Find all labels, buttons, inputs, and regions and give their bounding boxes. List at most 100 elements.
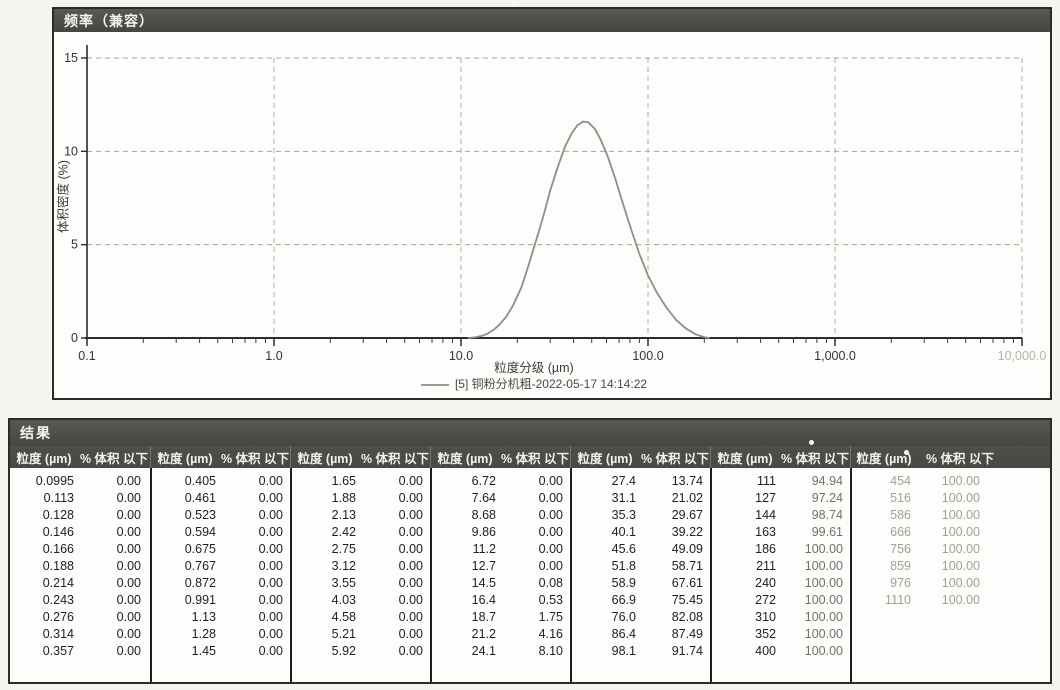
axes [85,45,1022,339]
table-row: 1.65 0.00 [292,473,430,490]
pct-cell: 0.00 [116,576,141,590]
size-cell: 1.45 [191,644,216,658]
legend-label: [5] 铜粉分机粗-2022-05-17 14:14:22 [454,377,648,391]
pct-col-header: % 体积 以下 [79,451,149,466]
size-cell: 66.9 [611,593,636,607]
table-row: 12.7 0.00 [432,558,570,575]
table-column-headers: 粒度 (µm)% 体积 以下 粒度 (µm)% 体积 以下 粒度 (µm)% 体积 … [10,446,1050,468]
size-cell: 2.75 [331,542,356,556]
pct-col-header: % 体积 以下 [360,451,430,466]
table-row: 0.357 0.00 [10,643,150,660]
size-cell: 11.2 [472,542,496,556]
table-row: 31.1 21.02 [572,490,710,507]
pct-cell: 0.00 [258,593,283,607]
table-row: 1110 100.00 [852,592,1050,609]
pct-cell: 0.00 [116,508,141,522]
svg-text:1.0: 1.0 [265,349,282,363]
table-row: 272 100.00 [712,592,850,609]
size-cell: 7.64 [471,491,496,505]
size-cell: 111 [756,474,776,488]
size-cell: 86.4 [611,627,636,641]
size-col-header: 粒度 (µm) [157,451,213,466]
size-cell: 756 [890,542,911,556]
pct-cell: 100.00 [941,542,980,556]
size-cell: 5.21 [331,627,356,641]
table-row: 3.12 0.00 [292,558,430,575]
pct-cell: 21.02 [671,491,703,505]
x-axis-label: 粒度分级 (µm) [494,361,574,375]
table-column-group: 27.4 13.74 31.1 21.02 35.3 29.67 40.1 39.22 45.6… [570,468,710,682]
table-row: 0.276 0.00 [10,609,150,626]
size-cell: 0.523 [184,508,216,522]
table-column-group: 6.72 0.00 7.64 0.00 8.68 0.00 9.86 0.00 11.2 0.00… [430,468,570,682]
pct-cell: 0.00 [116,610,141,624]
svg-text:100.0: 100.0 [632,349,663,363]
pct-cell: 0.00 [538,474,563,488]
size-cell: 98.1 [611,644,636,658]
pct-cell: 100.00 [941,508,980,522]
size-cell: 0.991 [184,593,216,607]
size-cell: 0.243 [42,593,74,607]
pct-cell: 39.22 [671,525,703,539]
size-cell: 51.8 [611,559,636,573]
table-row: 11.2 0.00 [432,541,570,558]
size-col-header: 粒度 (µm) [437,451,493,466]
size-cell: 0.872 [184,576,216,590]
pct-cell: 0.00 [116,627,141,641]
table-row: 0.523 0.00 [152,507,290,524]
table-row: 98.1 91.74 [572,643,710,660]
column-group-header: 粒度 (µm) % 体积 以下 [570,446,710,468]
size-cell: 1.28 [191,627,216,641]
size-cell: 45.6 [611,542,636,556]
pct-cell: 0.00 [116,474,141,488]
axis-ticks [81,57,1023,346]
table-row: 6.72 0.00 [432,473,570,490]
table-row: 0.314 0.00 [10,626,150,643]
size-cell: 35.3 [611,508,636,522]
table-column-group: 1.65 0.00 1.88 0.00 2.13 0.00 2.42 0.00 2.75 0.00… [290,468,430,682]
pct-cell: 100.00 [941,491,980,505]
size-cell: 0.357 [42,644,74,658]
pct-cell: 0.00 [398,542,423,556]
chart-legend: [5] 铜粉分机粗-2022-05-17 14:14:22 [54,375,1014,392]
size-cell: 0.188 [42,559,74,573]
table-row: 1.88 0.00 [292,490,430,507]
pct-cell: 0.00 [116,593,141,607]
size-cell: 0.146 [42,525,74,539]
pct-cell: 0.00 [398,610,423,624]
table-row: 0.405 0.00 [152,473,290,490]
chart-area: 0 5 10 15 0.1 1.0 10.0 100.0 1,000.0 10,000.0 体积密… [54,32,1050,398]
size-cell: 2.42 [331,525,356,539]
size-cell: 127 [755,491,776,505]
table-row: 211 100.00 [712,558,850,575]
table-row: 0.991 0.00 [152,592,290,609]
size-cell: 0.461 [184,491,216,505]
pct-cell: 0.00 [398,559,423,573]
table-row: 0.767 0.00 [152,558,290,575]
table-row: 14.5 0.08 [432,575,570,592]
table-row: 0.675 0.00 [152,541,290,558]
table-row: 0.146 0.00 [10,524,150,541]
axis-tick-labels: 0 5 10 15 0.1 1.0 10.0 100.0 1,000.0 10,000.0 [64,51,1046,363]
size-cell: 400 [755,644,776,658]
table-row: 0.128 0.00 [10,507,150,524]
size-cell: 12.7 [471,559,496,573]
table-row: 127 97.24 [712,490,850,507]
table-row: 3.55 0.00 [292,575,430,592]
size-cell: 516 [890,491,911,505]
pct-cell: 87.49 [671,627,703,641]
pct-cell: 0.00 [116,644,141,658]
pct-cell: 0.00 [258,491,283,505]
table-row: 352 100.00 [712,626,850,643]
table-row: 976 100.00 [852,575,1050,592]
size-cell: 24.1 [471,644,496,658]
size-cell: 0.276 [42,610,74,624]
table-row: 27.4 13.74 [572,473,710,490]
size-cell: 3.55 [331,576,356,590]
pct-cell: 0.00 [398,508,423,522]
table-row: 58.9 67.61 [572,575,710,592]
size-cell: 454 [890,474,911,488]
table-row: 76.0 82.08 [572,609,710,626]
pct-cell: 0.00 [538,491,563,505]
size-cell: 0.113 [43,491,74,505]
